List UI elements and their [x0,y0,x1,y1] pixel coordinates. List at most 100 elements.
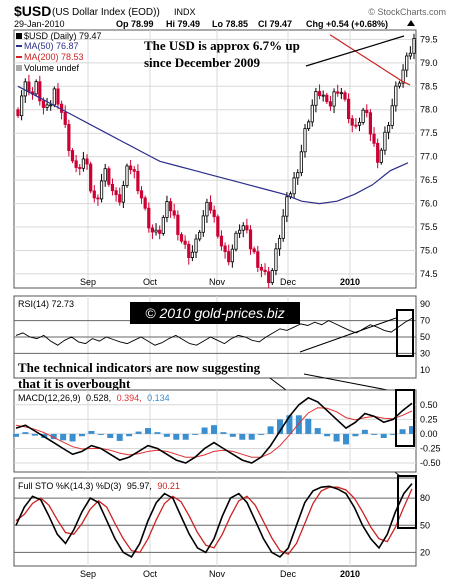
candle-85 [325,92,329,105]
rsi-tick-2: 50 [420,332,430,342]
macd-hist-bar-0 [13,433,19,437]
macd-hist-bar-42 [409,426,415,434]
price-grid [14,30,416,288]
candle-36 [147,202,151,233]
macd-hist-bar-1 [22,432,29,434]
candle-51 [201,210,205,237]
candle-21 [92,185,96,203]
candle-44 [176,210,180,241]
candle-93 [354,118,358,129]
candle-39 [158,225,162,240]
macd-value: 0.528, [86,393,111,403]
candle-9 [49,100,53,111]
candle-80 [307,119,311,131]
trend-line-rsi [299,317,397,353]
candle-54 [212,205,216,223]
candle-17 [78,163,82,176]
macd-axis-ticks: 0.50 0.25 0.00 -0.25 -0.50 [420,400,441,468]
macd-hist-bar-29 [286,415,293,434]
candle-67 [259,263,264,278]
sto-d-line [15,486,413,555]
candle-69 [267,267,271,289]
candle-106 [401,64,405,88]
rsi-tick-1: 70 [420,316,430,326]
candle-26 [110,178,115,196]
macd-tick-1: 0.25 [420,414,438,424]
candle-47 [187,240,191,265]
ma200-line [329,34,411,86]
candle-27 [114,187,118,202]
sto-month-labels: Sep Oct Nov Dec 2010 [80,569,360,579]
candle-81 [310,99,314,127]
macd-hist-bar-37 [361,429,368,434]
chart-exchange: INDX [174,7,196,17]
candle-56 [219,230,224,251]
price-month-label-4: 2010 [340,277,360,287]
chart-close: Cl 79.47 [258,19,292,29]
candle-48 [190,245,194,262]
macd-hist-bar-4 [50,433,57,440]
price-month-label-0: Sep [80,277,96,287]
sto-d-value: 90.21 [157,481,180,491]
candle-101 [383,126,387,155]
rsi-axis-ticks: 90 70 50 30 10 [420,299,430,375]
copyright-text: © 2010 gold-prices.biz [145,305,285,321]
candle-14 [67,119,71,157]
candle-6 [38,75,42,106]
price-panel [13,29,417,289]
annotation-usd-up: The USD is approx 6.7% up since December… [144,38,303,70]
macd-signal-value: 0.394, [117,393,142,403]
macd-hist-bar-34 [333,433,340,442]
chart-change: Chg +0.54 (+0.68%) [306,19,388,29]
candle-104 [394,81,398,112]
macd-hist-bar-28 [277,419,283,434]
rsi-tick-3: 30 [420,348,430,358]
candle-34 [139,186,144,204]
macd-hist-bar-23 [229,433,236,437]
candle-31 [129,160,133,175]
candle-5 [34,79,38,97]
candle-60 [234,230,238,252]
macd-hist-bar-9 [97,433,104,435]
candle-49 [194,234,198,259]
candle-102 [386,121,391,140]
rsi-line [15,318,413,346]
macd-hist-bar-25 [248,433,255,440]
chart-low: Lo 78.85 [212,19,248,29]
candle-42 [168,198,173,218]
candle-37 [150,224,155,240]
candle-18 [81,151,85,172]
candle-90 [343,90,347,102]
candle-32 [132,166,136,179]
candle-70 [270,268,274,285]
macd-tick-2: 0.00 [420,429,438,439]
macd-hist-bar-10 [107,433,114,438]
chart-open: Op 78.99 [116,19,154,29]
price-axis-ticks: 79.5 79.0 78.5 78.0 77.5 77.0 76.5 76.0 75.5 75.0… [420,34,438,279]
macd-name: MACD(12,26,9) [18,393,81,403]
macd-hist-bar-2 [31,433,38,436]
macd-hist-bar-40 [390,433,397,435]
price-month-labels: Sep Oct Nov Dec 2010 [80,277,360,287]
candle-98 [372,127,376,147]
candle-89 [339,87,343,100]
legend-ma50: MA(50) 76.87 [24,41,79,51]
rsi-tick-0: 90 [420,299,430,309]
candle-100 [379,147,383,165]
candle-66 [256,245,260,273]
up-arrow-icon [407,20,415,26]
candle-22 [96,194,100,206]
macd-hist-bar-21 [211,425,217,434]
candle-46 [183,235,187,249]
candle-59 [230,244,234,268]
candle-74 [285,192,289,223]
sto-month-label-0: Sep [80,569,96,579]
candle-53 [208,195,213,214]
candle-107 [405,52,409,78]
candle-73 [281,209,285,242]
sto-tick-1: 50 [420,520,430,530]
macd-hist-bar-33 [324,433,331,437]
candle-103 [390,98,394,129]
candle-28 [118,187,122,206]
sto-panel [13,477,417,567]
